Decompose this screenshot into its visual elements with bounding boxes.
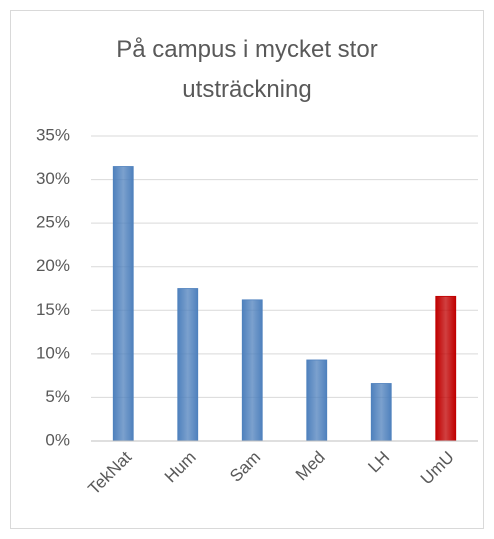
y-tick-label: 35% [36, 125, 70, 144]
y-tick-label: 15% [36, 300, 70, 319]
y-tick-label: 20% [36, 256, 70, 275]
bar [306, 359, 328, 442]
y-tick-label: 10% [36, 343, 70, 362]
y-tick-label: 5% [45, 387, 70, 406]
bar [435, 295, 457, 442]
bar [241, 299, 263, 442]
y-tick-label: 25% [36, 213, 70, 232]
y-tick-label: 0% [45, 430, 70, 449]
bar [370, 383, 392, 442]
bar [112, 166, 134, 442]
bar [177, 288, 199, 442]
y-tick-label: 30% [36, 169, 70, 188]
chart-border [10, 10, 484, 529]
chart-title: På campus i mycket stor utsträckning [116, 36, 378, 103]
